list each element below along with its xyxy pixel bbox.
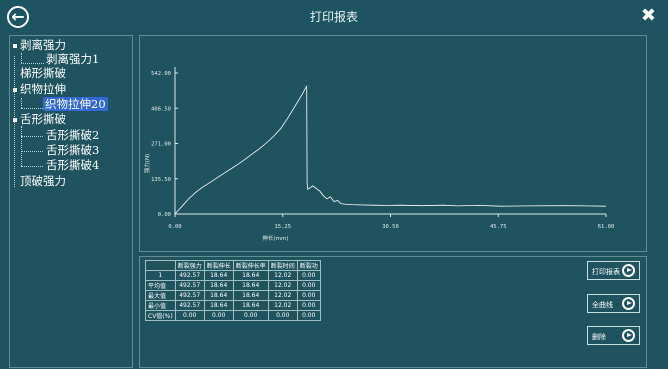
- tree-connector: [21, 166, 43, 167]
- table-row-header: 最小值: [145, 300, 176, 311]
- tree-expand-icon[interactable]: [13, 118, 17, 122]
- table-cell: 492.57: [174, 300, 205, 311]
- table-cell: 0.00: [296, 270, 321, 281]
- curve-chart-panel: 0.00 15.25 30.50 45.75 61.00 0.00 135.50 271.00…: [139, 35, 647, 252]
- series-line: [174, 85, 607, 215]
- table-cell: 0.00: [174, 310, 205, 321]
- table-cell: 12.02: [267, 280, 298, 291]
- tree-connector: [21, 53, 22, 63]
- print-report-button[interactable]: 打印报表: [587, 261, 640, 280]
- table-header-cell: [145, 260, 176, 271]
- y-axis-label: 强力(N): [143, 154, 151, 173]
- x-tick-label: 15.25: [274, 224, 291, 230]
- tree-item-tongue-tear-3[interactable]: 舌形撕破3: [46, 143, 100, 157]
- table-row-header: CV值(%): [145, 310, 176, 321]
- table-cell: 492.57: [174, 280, 205, 291]
- table-row: 平均值 492.57 18.64 18.64 12.02 0.00: [145, 280, 321, 291]
- tree-item-trapezoid-tear[interactable]: 梯形撕破: [20, 66, 66, 80]
- table-row: 最大值 492.57 18.64 18.64 12.02 0.00: [145, 290, 321, 301]
- x-tick-label: 0.00: [168, 224, 181, 230]
- tree-item-burst-strength[interactable]: 顶破强力: [20, 174, 66, 188]
- tree-connector: [21, 136, 43, 137]
- window-title: 打印报表: [309, 10, 358, 24]
- table-header-row: 断裂强力 断裂伸长 断裂伸长率 断裂时间 断裂功: [145, 260, 321, 271]
- table-cell: 18.64: [203, 300, 234, 311]
- table-cell: 492.57: [174, 290, 205, 301]
- tree-connector: [21, 126, 22, 166]
- table-cell: 12.02: [267, 300, 298, 311]
- table-header-cell: 断裂功: [296, 260, 321, 271]
- tree-item-fabric-tensile[interactable]: 织物拉伸: [20, 82, 66, 96]
- tree-connector: [21, 63, 44, 64]
- tree-item-peel-strength[interactable]: 剥离强力: [20, 38, 66, 52]
- x-tick-label: 30.50: [382, 224, 399, 230]
- results-table: 断裂强力 断裂伸长 断裂伸长率 断裂时间 断裂功 1 492.57 18.64 18.64 12.…: [145, 260, 321, 321]
- tree-item-fabric-tensile-20[interactable]: 织物拉伸20: [43, 97, 108, 111]
- table-cell: 0.00: [232, 310, 269, 321]
- table-row: CV值(%) 0.00 0.00 0.00 0.00 0.00: [145, 310, 321, 321]
- table-row: 最小值 492.57 18.64 18.64 12.02 0.00: [145, 300, 321, 311]
- y-tick-label: 542.00: [151, 71, 171, 77]
- table-cell: 0.00: [296, 280, 321, 291]
- results-panel: 断裂强力 断裂伸长 断裂伸长率 断裂时间 断裂功 1 492.57 18.64 18.64 12.…: [139, 256, 647, 368]
- tree-expand-icon[interactable]: [13, 88, 17, 92]
- table-cell: 492.57: [174, 270, 205, 281]
- table-row-header: 1: [145, 270, 176, 281]
- test-tree: 剥离强力 剥离强力1 梯形撕破 织物拉伸 织物拉伸20 舌形撕破 舌形撕破2 舌…: [9, 35, 133, 368]
- y-tick-label: 406.50: [151, 106, 171, 112]
- table-header-cell: 断裂强力: [174, 260, 205, 271]
- tree-item-tongue-tear-2[interactable]: 舌形撕破2: [46, 128, 100, 142]
- table-cell: 18.64: [232, 290, 269, 301]
- table-cell: 18.64: [203, 290, 234, 301]
- back-arrow-icon[interactable]: ←: [7, 6, 29, 28]
- play-circle-icon: [622, 297, 635, 310]
- tree-connector: [21, 108, 43, 109]
- table-cell: 0.00: [203, 310, 234, 321]
- x-tick-label: 45.75: [490, 224, 507, 230]
- table-cell: 18.64: [203, 280, 234, 291]
- table-cell: 18.64: [203, 270, 234, 281]
- x-axis-label: 伸长(mm): [262, 234, 288, 242]
- print-report-label: 打印报表: [592, 268, 620, 276]
- tree-expand-icon[interactable]: [13, 44, 17, 48]
- tree-item-tongue-tear[interactable]: 舌形撕破: [20, 112, 66, 126]
- force-elongation-chart: 0.00 15.25 30.50 45.75 61.00 0.00 135.50 271.00…: [143, 67, 615, 242]
- table-cell: 18.64: [232, 300, 269, 311]
- table-cell: 18.64: [232, 270, 269, 281]
- delete-label: 删除: [592, 333, 606, 341]
- table-row-header: 平均值: [145, 280, 176, 291]
- y-tick-label: 0.00: [158, 212, 171, 218]
- x-tick-label: 61.00: [598, 224, 615, 230]
- full-curve-label: 全曲线: [592, 301, 613, 309]
- tree-connector: [21, 98, 22, 108]
- table-header-cell: 断裂伸长: [203, 260, 234, 271]
- table-header-cell: 断裂时间: [267, 260, 298, 271]
- full-curve-button[interactable]: 全曲线: [587, 294, 640, 313]
- title-bar: [0, 0, 668, 32]
- table-cell: 0.00: [296, 290, 321, 301]
- tree-item-peel-strength-1[interactable]: 剥离强力1: [46, 52, 100, 66]
- close-icon[interactable]: ✖: [640, 5, 656, 26]
- table-row: 1 492.57 18.64 18.64 12.02 0.00: [145, 270, 321, 281]
- table-cell: 0.00: [267, 310, 298, 321]
- table-cell: 0.00: [296, 310, 321, 321]
- y-tick-label: 271.00: [151, 142, 171, 148]
- table-cell: 12.02: [267, 290, 298, 301]
- delete-button[interactable]: 删除: [587, 326, 640, 345]
- table-cell: 18.64: [232, 280, 269, 291]
- table-cell: 0.00: [296, 300, 321, 311]
- tree-connector: [21, 151, 43, 152]
- table-cell: 12.02: [267, 270, 298, 281]
- table-header-cell: 断裂伸长率: [232, 260, 269, 271]
- play-circle-icon: [622, 329, 635, 342]
- tree-item-tongue-tear-4[interactable]: 舌形撕破4: [46, 158, 100, 172]
- y-tick-label: 135.50: [151, 177, 171, 183]
- table-row-header: 最大值: [145, 290, 176, 301]
- play-circle-icon: [622, 264, 635, 277]
